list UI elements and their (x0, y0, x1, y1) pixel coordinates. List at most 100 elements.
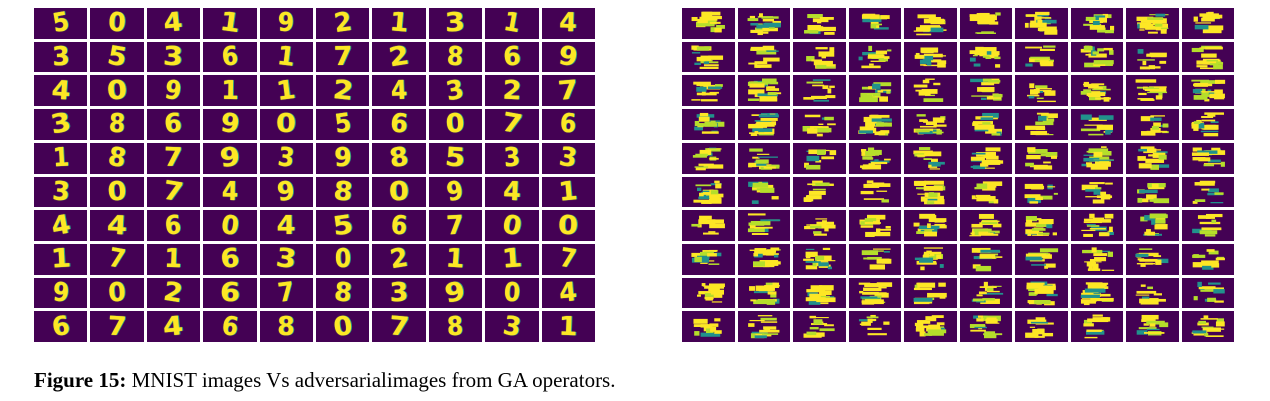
noise-blob (696, 87, 707, 93)
noise-blob (699, 217, 708, 222)
mnist-tile: 4 (146, 311, 201, 342)
noise-blob (760, 321, 777, 324)
noise-blob (815, 46, 828, 50)
adversarial-noise (1082, 13, 1114, 34)
noise-blob (1141, 319, 1156, 323)
noise-blob (1096, 194, 1112, 198)
noise-blob (754, 247, 766, 251)
adversarial-noise (913, 146, 945, 170)
mnist-digit: 9 (275, 176, 297, 208)
noise-blob (1031, 264, 1047, 266)
noise-blob (1026, 154, 1041, 160)
noise-blob (749, 298, 756, 301)
noise-blob (936, 254, 942, 259)
mnist-tile: 9 (146, 75, 201, 107)
noise-blob (1144, 231, 1156, 236)
noise-blob (934, 224, 946, 229)
noise-blob (1145, 317, 1154, 321)
noise-blob (940, 328, 946, 330)
mnist-tile: 9 (428, 277, 483, 309)
noise-blob (805, 251, 818, 257)
adversarial-tile (682, 109, 735, 140)
mnist-digit: 6 (389, 210, 409, 241)
noise-blob (883, 158, 891, 161)
mnist-digit: 6 (502, 41, 522, 73)
noise-blob (1138, 162, 1152, 169)
noise-blob (983, 232, 994, 236)
noise-blob (1149, 323, 1156, 328)
noise-blob (928, 253, 943, 259)
mnist-tile: 1 (259, 75, 313, 107)
adversarial-noise (803, 79, 836, 103)
adversarial-noise (969, 315, 1002, 339)
noise-blob (1027, 197, 1042, 203)
mnist-digit: 6 (559, 109, 577, 140)
noise-blob (817, 21, 822, 24)
adversarial-noise (913, 180, 946, 204)
noise-blob (1090, 83, 1104, 86)
noise-blob (871, 84, 880, 90)
noise-blob (1215, 321, 1225, 327)
adversarial-noise (747, 45, 780, 68)
noise-blob (1149, 65, 1161, 69)
noise-blob (1207, 282, 1221, 285)
noise-blob (748, 83, 765, 89)
noise-blob (1035, 11, 1050, 16)
noise-blob (697, 123, 718, 127)
noise-blob (914, 323, 924, 327)
noise-blob (1201, 326, 1213, 329)
noise-blob (921, 89, 938, 95)
noise-blob (1154, 224, 1168, 230)
noise-blob (1150, 117, 1162, 122)
noise-blob (1140, 146, 1155, 150)
mnist-tile: 2 (485, 75, 539, 107)
adversarial-tile (848, 277, 901, 309)
noise-blob (924, 180, 944, 185)
mnist-tile: 8 (316, 277, 370, 309)
adversarial-tile (793, 277, 846, 309)
noise-blob (931, 158, 938, 164)
noise-blob (979, 298, 1000, 304)
noise-blob (1200, 130, 1218, 133)
noise-blob (747, 163, 752, 168)
adversarial-noise (970, 147, 1003, 169)
noise-blob (1203, 133, 1218, 137)
noise-blob (1160, 29, 1167, 34)
adversarial-noise (1191, 214, 1222, 237)
noise-blob (1088, 96, 1101, 101)
noise-blob (709, 323, 719, 328)
adversarial-noise (804, 149, 837, 170)
mnist-digit: 7 (161, 176, 186, 208)
adversarial-tile (848, 142, 901, 174)
noise-blob (883, 250, 890, 253)
noise-blob (1094, 161, 1111, 167)
mnist-tile: 6 (203, 41, 257, 73)
noise-blob (1147, 286, 1153, 289)
noise-blob (709, 157, 719, 160)
noise-blob (969, 57, 976, 62)
noise-blob (928, 161, 945, 165)
mnist-tile: 0 (372, 176, 426, 208)
noise-blob (919, 125, 937, 128)
adversarial-tile (848, 311, 901, 342)
noise-blob (754, 123, 775, 127)
noise-blob (1044, 18, 1052, 20)
mnist-tile: 7 (428, 210, 483, 241)
noise-blob (1091, 259, 1103, 261)
noise-blob (701, 333, 720, 337)
adversarial-noise (1081, 146, 1114, 170)
noise-blob (1160, 27, 1169, 29)
noise-blob (758, 253, 779, 255)
adversarial-noise (805, 284, 836, 305)
mnist-tile: 0 (316, 311, 370, 342)
mnist-digit: 9 (218, 109, 242, 140)
noise-blob (1082, 323, 1094, 327)
noise-blob (1139, 258, 1160, 262)
noise-blob (1085, 329, 1102, 333)
noise-blob (1031, 184, 1044, 189)
noise-blob (1085, 16, 1096, 22)
noise-blob (709, 21, 721, 24)
noise-blob (698, 116, 710, 122)
noise-blob (1104, 214, 1113, 219)
mnist-tile: 0 (259, 109, 313, 140)
